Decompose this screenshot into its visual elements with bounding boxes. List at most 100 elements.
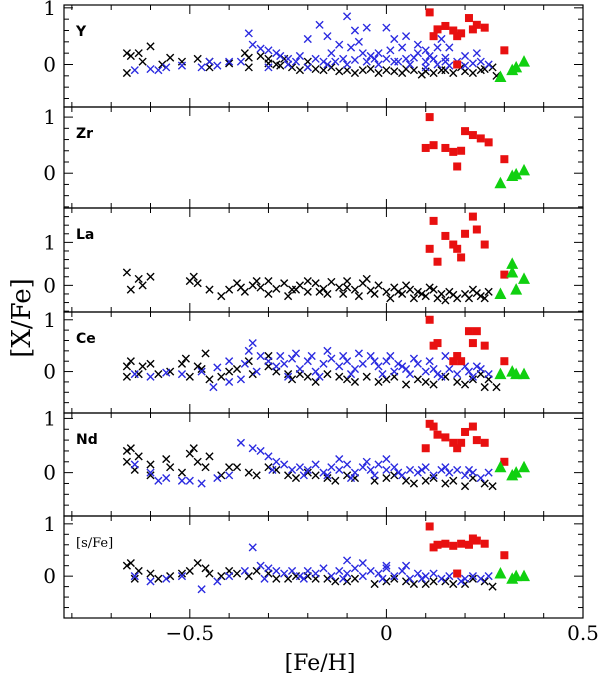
- blue-star-point: [295, 463, 305, 472]
- black-star-point: [166, 463, 175, 472]
- blue-star-point: [433, 43, 442, 52]
- black-star-point: [201, 463, 210, 472]
- black-star-point: [154, 574, 163, 583]
- blue-star-point: [453, 370, 462, 379]
- blue-star-point: [476, 574, 485, 583]
- red-square-point: [429, 32, 438, 41]
- blue-star-point: [303, 63, 312, 72]
- blue-star-point: [390, 34, 399, 44]
- blue-star-point: [319, 359, 328, 368]
- red-square-point: [441, 433, 450, 442]
- red-square-point: [433, 25, 442, 34]
- black-star-point: [398, 289, 407, 299]
- black-star-point: [433, 294, 442, 303]
- black-star-point: [417, 70, 426, 79]
- blue-star-point: [177, 370, 187, 379]
- black-star-point: [256, 51, 265, 61]
- blue-star-point: [421, 572, 430, 581]
- blue-star-point: [225, 357, 234, 366]
- blue-star-point: [390, 572, 399, 581]
- blue-star-point: [295, 364, 305, 374]
- blue-star-point: [146, 372, 155, 381]
- black-star-point: [311, 471, 320, 480]
- black-star-point: [327, 277, 336, 287]
- black-star-point: [146, 42, 155, 51]
- red-square-point: [429, 141, 438, 150]
- blue-star-point: [378, 574, 387, 583]
- blue-star-point: [421, 367, 430, 376]
- blue-star-point: [366, 51, 375, 61]
- blue-star-point: [311, 460, 320, 469]
- blue-star-point: [339, 54, 348, 63]
- green-triangle-point: [518, 460, 531, 473]
- black-star-point: [460, 482, 470, 491]
- black-star-point: [201, 564, 210, 573]
- black-star-point: [413, 287, 422, 296]
- green-triangle-point: [518, 55, 531, 67]
- blue-star-point: [327, 49, 336, 58]
- panel-data: [122, 419, 531, 491]
- blue-star-point: [225, 57, 234, 66]
- black-star-point: [335, 283, 344, 292]
- green-triangle-point: [494, 176, 507, 189]
- blue-star-point: [441, 463, 450, 472]
- blue-star-point: [303, 465, 312, 475]
- black-star-point: [122, 457, 132, 466]
- red-square-point: [476, 134, 485, 143]
- black-star-point: [217, 372, 226, 381]
- blue-star-point: [405, 60, 415, 69]
- blue-star-point: [390, 57, 399, 66]
- blue-star-point: [323, 32, 332, 41]
- blue-star-point: [398, 566, 407, 576]
- red-square-point: [480, 240, 489, 249]
- red-square-point: [425, 244, 434, 253]
- blue-star-point: [437, 34, 446, 44]
- black-star-point: [138, 362, 147, 371]
- blue-star-point: [284, 372, 293, 381]
- blue-star-point: [401, 54, 411, 63]
- black-star-point: [390, 471, 399, 480]
- green-triangle-point: [494, 70, 507, 82]
- blue-star-point: [350, 468, 360, 477]
- panel-element-label: Nd: [76, 432, 98, 448]
- blue-star-point: [335, 362, 344, 371]
- black-star-point: [291, 285, 301, 294]
- black-star-point: [417, 289, 426, 299]
- black-star-point: [425, 283, 434, 292]
- black-star-point: [382, 287, 391, 296]
- blue-star-point: [236, 57, 246, 66]
- green-triangle-point: [510, 167, 523, 180]
- blue-star-point: [154, 66, 163, 75]
- panel-data: [122, 8, 531, 82]
- blue-star-point: [370, 54, 379, 63]
- blue-star-point: [362, 57, 371, 66]
- black-star-point: [401, 577, 411, 586]
- red-square-point: [429, 422, 438, 431]
- blue-star-point: [130, 66, 139, 75]
- black-star-point: [225, 59, 234, 68]
- blue-star-point: [468, 59, 478, 68]
- black-star-point: [232, 569, 242, 578]
- blue-star-point: [130, 370, 139, 379]
- blue-star-point: [358, 49, 367, 58]
- blue-star-point: [342, 12, 352, 21]
- blue-star-point: [460, 471, 470, 480]
- blue-star-point: [374, 362, 383, 371]
- blue-star-point: [303, 566, 312, 576]
- black-star-point: [370, 579, 379, 589]
- black-star-point: [225, 367, 234, 376]
- blue-star-point: [437, 465, 446, 475]
- blue-star-point: [409, 354, 419, 363]
- black-star-point: [421, 476, 430, 485]
- panel-0: 0 1 Y: [43, 0, 584, 108]
- y-tick-label: 1: [43, 308, 56, 332]
- y-tick-label: 0: [43, 564, 56, 588]
- black-star-point: [441, 296, 450, 305]
- black-star-point: [185, 372, 194, 381]
- blue-star-point: [342, 60, 352, 69]
- panel-frame: [63, 515, 584, 619]
- panel-data: [122, 315, 531, 392]
- blue-star-point: [382, 465, 391, 475]
- black-star-point: [339, 289, 348, 299]
